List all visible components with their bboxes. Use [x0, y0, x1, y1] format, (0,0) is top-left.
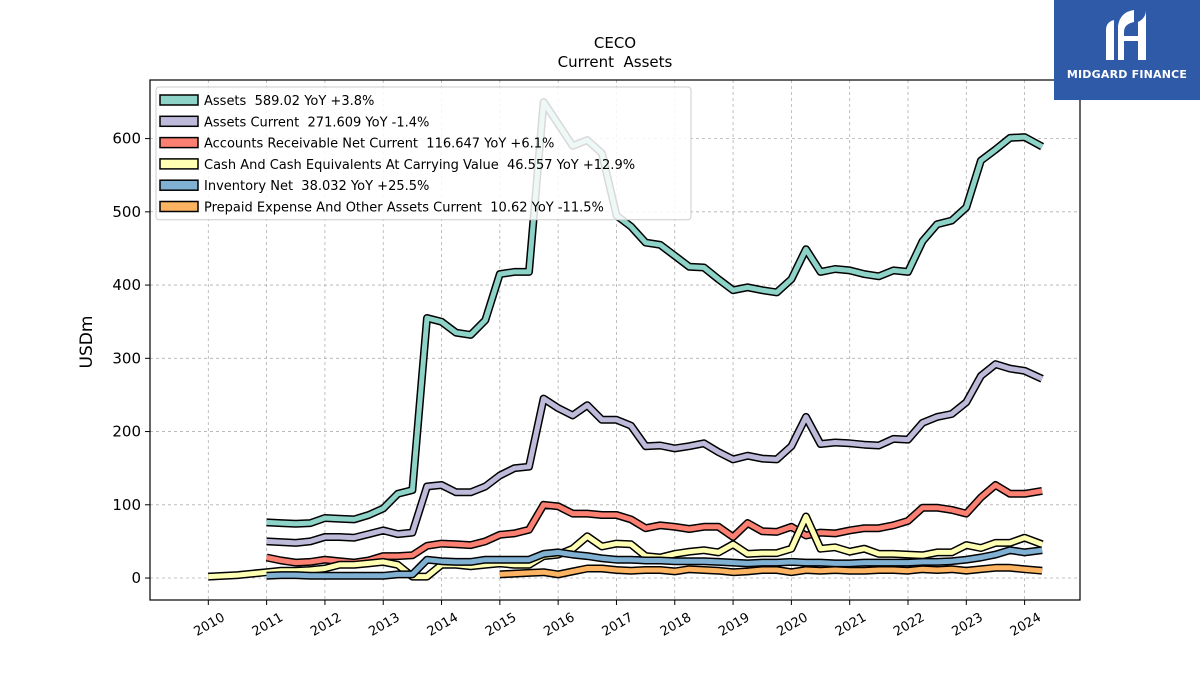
x-tick-label: 2022: [891, 610, 927, 640]
logo-mark-icon: [1106, 10, 1146, 60]
logo-text: MIDGARD FINANCE: [1066, 68, 1188, 81]
x-tick-label: 2024: [1008, 610, 1044, 640]
legend-label: Cash And Cash Equivalents At Carrying Va…: [204, 158, 635, 173]
series-line-cash-and-cash-equivalents-at-carrying-value: [208, 514, 1043, 580]
x-tick-label: 2018: [658, 610, 694, 640]
legend-swatch: [159, 158, 199, 170]
legend-label: Assets 589.02 YoY +3.8%: [204, 94, 374, 109]
y-tick-label: 300: [112, 349, 141, 367]
y-tick-label: 0: [131, 569, 141, 587]
x-tick-label: 2013: [366, 610, 402, 640]
plot-frame: [149, 79, 1081, 601]
series-line-prepaid-expense-and-other-assets-current: [499, 565, 1043, 577]
legend-label: Accounts Receivable Net Current 116.647 …: [204, 137, 554, 152]
legend-swatch: [159, 136, 199, 149]
x-tick-label: 2021: [833, 610, 869, 640]
legend-label: Prepaid Expense And Other Assets Current…: [204, 201, 604, 216]
legend-swatch: [159, 94, 199, 106]
series-line-inventory-net: [266, 547, 1043, 579]
midgard-finance-logo: MIDGARD FINANCE: [1054, 0, 1200, 100]
x-tick-label: 2012: [308, 610, 344, 640]
series-line-accounts-receivable-net-current: [266, 482, 1043, 566]
series-lines: [208, 98, 1045, 581]
y-tick-label: 400: [112, 276, 141, 294]
legend-box: [155, 86, 692, 221]
series-line-assets-current: [266, 361, 1044, 546]
x-tick-label: 2023: [949, 610, 985, 640]
x-tick-label: 2017: [600, 610, 636, 640]
x-tick-label: 2010: [191, 610, 227, 640]
x-tick-label: 2019: [716, 610, 752, 640]
y-tick-label: 500: [112, 203, 141, 221]
x-tick-label: 2016: [541, 610, 577, 640]
x-tick-label: 2015: [483, 610, 519, 640]
series-line-assets: [266, 99, 1044, 527]
legend-swatch: [159, 115, 199, 128]
x-tick-label: 2014: [425, 610, 461, 640]
legend-label: Inventory Net 38.032 YoY +25.5%: [204, 179, 429, 194]
legend-swatch: [159, 200, 199, 213]
x-tick-label: 2011: [250, 610, 286, 640]
y-tick-label: 600: [112, 130, 141, 148]
y-tick-label: 200: [112, 423, 141, 441]
y-axis-label: USDm: [77, 316, 97, 369]
y-tick-label: 100: [112, 496, 141, 514]
legend-swatch: [159, 179, 199, 191]
chart-subtitle: Current Assets: [558, 53, 673, 71]
legend-label: Assets Current 271.609 YoY -1.4%: [204, 115, 429, 130]
chart-title: CECO: [594, 34, 636, 52]
legend: Assets 589.02 YoY +3.8% Assets Current 27…: [155, 86, 692, 221]
x-tick-label: 2020: [775, 610, 811, 640]
